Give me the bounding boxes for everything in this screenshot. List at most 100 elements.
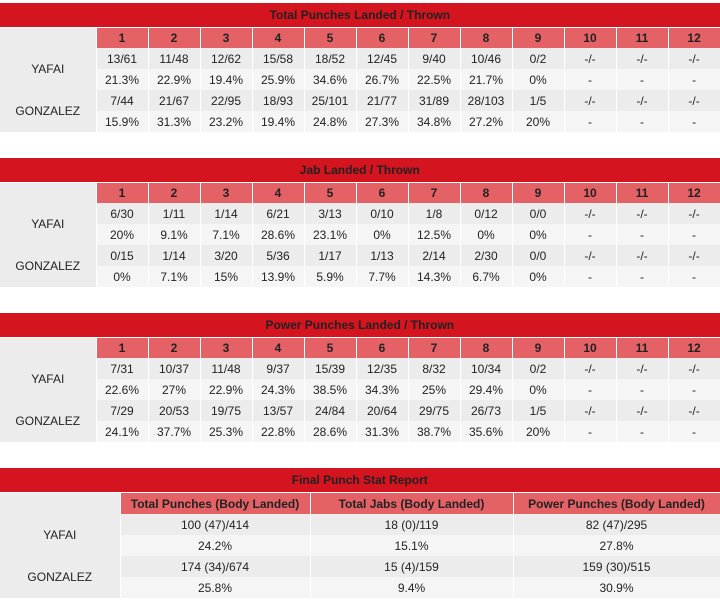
final-value: 174 (34)/674 [120, 556, 311, 577]
round-header: 6 [356, 337, 409, 358]
percent-cell: 20% [96, 224, 149, 245]
round-header: 7 [408, 27, 461, 48]
round-header: 7 [408, 337, 461, 358]
round-header: 4 [252, 27, 305, 48]
landed-row: GONZALEZ 0/15 1/14 3/20 5/36 1/17 1/13 2/14 2/30… [0, 245, 720, 287]
landed-thrown-cell: 13/61 [96, 48, 149, 69]
percent-cell: 20% [512, 421, 565, 442]
table-title: Power Punches Landed / Thrown [0, 313, 720, 338]
percent-cell: 12.5% [408, 224, 461, 245]
percent-cell: 0% [96, 266, 149, 287]
landed-thrown-cell: -/- [564, 358, 617, 379]
header-blank [0, 182, 97, 203]
percent-cell: 35.6% [460, 421, 513, 442]
percent-row: 20% 9.1% 7.1% 28.6% 23.1% 0% 12.5% 0% 0% - - - [0, 224, 720, 245]
landed-thrown-cell: 12/62 [200, 48, 253, 69]
table-title: Jab Landed / Thrown [0, 158, 720, 183]
round-header: 10 [564, 27, 617, 48]
landed-thrown-cell: -/- [668, 48, 720, 69]
header-blank [0, 337, 97, 358]
landed-thrown-cell: 2/14 [408, 245, 461, 266]
percent-cell: 21.3% [96, 69, 149, 90]
round-header: 8 [460, 337, 513, 358]
round-header: 9 [512, 337, 565, 358]
round-header: 11 [616, 27, 669, 48]
round-header: 2 [148, 27, 201, 48]
percent-cell: 25.3% [200, 421, 253, 442]
power-punches-table: Power Punches Landed / Thrown 1 2 3 4 5 6 7 8 9 10… [0, 313, 720, 442]
percent-cell: 0% [512, 69, 565, 90]
landed-thrown-cell: -/- [668, 90, 720, 111]
percent-cell: 0% [512, 224, 565, 245]
percent-cell: - [564, 69, 617, 90]
landed-thrown-cell: 1/8 [408, 203, 461, 224]
landed-thrown-cell: 0/0 [512, 245, 565, 266]
round-header: 12 [668, 337, 720, 358]
percent-cell: - [564, 266, 617, 287]
round-header: 10 [564, 182, 617, 203]
percent-cell: - [668, 69, 720, 90]
final-title-row: Final Punch Stat Report [0, 468, 720, 493]
landed-thrown-cell: 12/45 [356, 48, 409, 69]
header-blank [0, 492, 121, 514]
landed-thrown-cell: 21/77 [356, 90, 409, 111]
round-header: 3 [200, 27, 253, 48]
landed-thrown-cell: 8/32 [408, 358, 461, 379]
landed-thrown-cell: 15/39 [304, 358, 357, 379]
total-punches-table: Total Punches Landed / Thrown 1 2 3 4 5 6 7 8 9 10… [0, 3, 720, 132]
round-header: 2 [148, 182, 201, 203]
landed-thrown-cell: 15/58 [252, 48, 305, 69]
landed-row: GONZALEZ 7/44 21/67 22/95 18/93 25/101 21/77 31… [0, 90, 720, 132]
round-header: 9 [512, 27, 565, 48]
landed-thrown-cell: 3/13 [304, 203, 357, 224]
percent-cell: 19.4% [252, 111, 305, 132]
landed-thrown-cell: 18/93 [252, 90, 305, 111]
percent-cell: 15.9% [96, 111, 149, 132]
landed-thrown-cell: 0/2 [512, 48, 565, 69]
percent-cell: 7.1% [148, 266, 201, 287]
final-row-gonzalez: GONZALEZ 174 (34)/674 15 (4)/159 159 (30… [0, 556, 720, 598]
final-pct: 9.4% [310, 577, 514, 598]
round-header-row: 1 2 3 4 5 6 7 8 9 10 11 12 [0, 337, 720, 358]
landed-thrown-cell: 6/21 [252, 203, 305, 224]
final-title: Final Punch Stat Report [0, 468, 720, 493]
table-gap [0, 442, 720, 468]
landed-thrown-cell: 20/64 [356, 400, 409, 421]
landed-thrown-cell: 0/0 [512, 203, 565, 224]
percent-cell: - [668, 379, 720, 400]
round-header: 12 [668, 182, 720, 203]
percent-cell: - [668, 421, 720, 442]
landed-row: YAFAI 7/31 10/37 11/48 9/37 15/39 12/35 8/32 10/… [0, 358, 720, 400]
fighter-name: GONZALEZ [0, 245, 97, 287]
percent-cell: 22.5% [408, 69, 461, 90]
percent-cell: 22.6% [96, 379, 149, 400]
percent-cell: 23.1% [304, 224, 357, 245]
landed-thrown-cell: 10/34 [460, 358, 513, 379]
landed-row: GONZALEZ 7/29 20/53 19/75 13/57 24/84 20/64 29/… [0, 400, 720, 442]
round-header-row: 1 2 3 4 5 6 7 8 9 10 11 12 [0, 182, 720, 203]
percent-cell: 23.2% [200, 111, 253, 132]
final-header-jabs: Total Jabs (Body Landed) [310, 492, 514, 514]
landed-thrown-cell: 1/14 [148, 245, 201, 266]
percent-cell: 37.7% [148, 421, 201, 442]
landed-thrown-cell: -/- [616, 90, 669, 111]
landed-thrown-cell: 1/5 [512, 400, 565, 421]
landed-thrown-cell: 10/37 [148, 358, 201, 379]
landed-thrown-cell: 22/95 [200, 90, 253, 111]
percent-row: 15.9% 31.3% 23.2% 19.4% 24.8% 27.3% 34.8% 27.2%… [0, 111, 720, 132]
landed-thrown-cell: 7/29 [96, 400, 149, 421]
landed-thrown-cell: 9/40 [408, 48, 461, 69]
percent-cell: 29.4% [460, 379, 513, 400]
landed-thrown-cell: -/- [616, 400, 669, 421]
percent-cell: 25% [408, 379, 461, 400]
percent-cell: - [564, 111, 617, 132]
fighter-name: YAFAI [0, 358, 97, 400]
final-header-total: Total Punches (Body Landed) [120, 492, 311, 514]
fighter-name: GONZALEZ [0, 90, 97, 132]
round-header: 4 [252, 182, 305, 203]
percent-cell: 34.6% [304, 69, 357, 90]
percent-cell: 38.5% [304, 379, 357, 400]
round-header: 4 [252, 337, 305, 358]
landed-thrown-cell: 0/10 [356, 203, 409, 224]
percent-row: 24.1% 37.7% 25.3% 22.8% 28.6% 31.3% 38.7% 35.6%… [0, 421, 720, 442]
